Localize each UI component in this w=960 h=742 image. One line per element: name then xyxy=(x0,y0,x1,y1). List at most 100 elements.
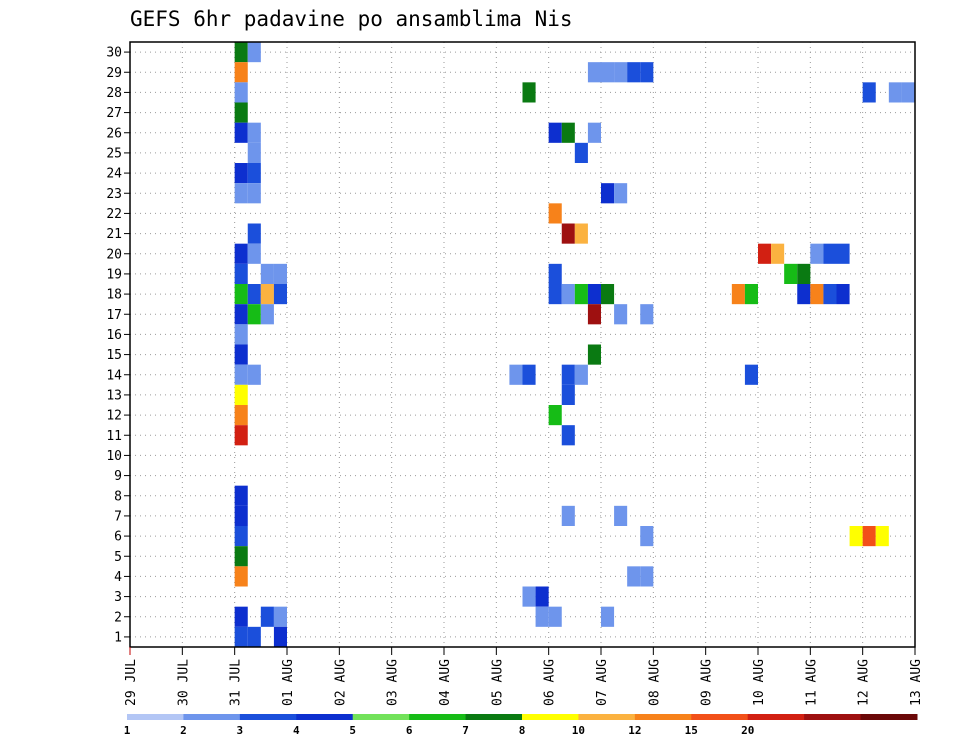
precip-cell xyxy=(640,566,654,587)
y-tick-label: 17 xyxy=(106,308,122,323)
colorbar-swatch xyxy=(352,714,410,720)
precip-cell xyxy=(587,344,601,365)
colorbar-label: 2 xyxy=(180,724,187,737)
precip-cell xyxy=(797,263,811,284)
colorbar-label: 8 xyxy=(519,724,526,737)
precip-cell xyxy=(247,304,261,325)
precip-cell xyxy=(247,163,261,184)
colorbar-swatch xyxy=(127,714,184,720)
x-tick-label: 03 AUG xyxy=(386,659,401,706)
precip-cell xyxy=(548,122,562,143)
precip-cell xyxy=(601,606,615,627)
colorbar-swatch xyxy=(409,714,467,720)
colorbar-label: 10 xyxy=(572,724,585,737)
precip-cell xyxy=(247,142,261,163)
precip-cell xyxy=(260,304,274,325)
precip-cell xyxy=(640,62,654,83)
precip-cell xyxy=(234,324,248,345)
precip-cell xyxy=(849,526,863,547)
precip-cell xyxy=(561,384,575,405)
precip-cell xyxy=(561,364,575,385)
precip-cell xyxy=(234,505,248,526)
x-tick-label: 04 AUG xyxy=(438,659,453,706)
precip-cell xyxy=(234,344,248,365)
precip-cell xyxy=(640,304,654,325)
colorbar-swatch xyxy=(804,714,862,720)
precip-cell xyxy=(587,62,601,83)
precip-cell xyxy=(234,546,248,567)
y-tick-label: 11 xyxy=(106,429,122,444)
x-tick-label: 31 JUL xyxy=(229,659,244,706)
x-tick-label: 05 AUG xyxy=(490,659,505,706)
y-tick-label: 1 xyxy=(114,630,122,645)
x-tick-label: 11 AUG xyxy=(804,659,819,706)
precip-cell xyxy=(901,82,915,103)
precip-cell xyxy=(234,526,248,547)
precip-cell xyxy=(273,626,287,647)
y-tick-label: 10 xyxy=(106,449,122,464)
precip-cell xyxy=(548,284,562,305)
precip-cell xyxy=(509,364,523,385)
x-tick-label: 09 AUG xyxy=(700,659,715,706)
y-tick-label: 7 xyxy=(114,509,122,524)
precip-cell xyxy=(601,284,615,305)
colorbar-swatch xyxy=(747,714,805,720)
precip-cell xyxy=(731,284,745,305)
y-tick-label: 18 xyxy=(106,288,122,303)
colorbar-label: 3 xyxy=(237,724,244,737)
precip-cell xyxy=(548,203,562,224)
precip-cell xyxy=(273,284,287,305)
x-tick-label: 02 AUG xyxy=(333,659,348,706)
precip-cell xyxy=(587,304,601,325)
y-tick-label: 4 xyxy=(114,570,122,585)
precip-cell xyxy=(234,62,248,83)
precip-cell xyxy=(260,263,274,284)
y-tick-label: 19 xyxy=(106,267,122,282)
x-tick-label: 13 AUG xyxy=(909,659,924,706)
precip-cell xyxy=(234,566,248,587)
precip-cell xyxy=(640,526,654,547)
precip-cell xyxy=(234,364,248,385)
chart-title: GEFS 6hr padavine po ansamblima Nis xyxy=(130,7,573,31)
precip-cell xyxy=(548,606,562,627)
precip-cell xyxy=(875,526,889,547)
precip-cell xyxy=(810,284,824,305)
y-tick-label: 2 xyxy=(114,610,122,625)
precip-cell xyxy=(260,606,274,627)
precip-cell xyxy=(574,223,588,244)
data-cells xyxy=(234,42,915,647)
colorbar-swatch xyxy=(296,714,354,720)
y-tick-label: 13 xyxy=(106,388,122,403)
precip-cell xyxy=(234,284,248,305)
x-tick-label: 06 AUG xyxy=(543,659,558,706)
y-tick-label: 23 xyxy=(106,187,122,202)
colorbar-swatch xyxy=(691,714,749,720)
precip-cell xyxy=(587,284,601,305)
colorbar-label: 4 xyxy=(293,724,300,737)
x-tick-label: 08 AUG xyxy=(647,659,662,706)
x-axis: 29 JUL 30 JUL 31 JUL 01 AUG 02 AUG 03 AUG 04 A… xyxy=(124,647,924,706)
y-tick-label: 12 xyxy=(106,409,122,424)
precip-cell xyxy=(601,183,615,204)
precip-cell xyxy=(744,284,758,305)
precip-cell xyxy=(234,42,248,63)
colorbar: 1 2 3 4 5 6 7 8 10 12 15 20 xyxy=(124,714,918,737)
colorbar-label: 5 xyxy=(349,724,356,737)
colorbar-swatch xyxy=(860,714,918,720)
precip-cell xyxy=(548,405,562,426)
precip-cell xyxy=(234,102,248,123)
precip-cell xyxy=(247,626,261,647)
colorbar-swatch xyxy=(522,714,579,720)
colorbar-label: 6 xyxy=(406,724,413,737)
precip-cell xyxy=(561,223,575,244)
precip-cell xyxy=(614,505,628,526)
precip-cell xyxy=(797,284,811,305)
precip-cell xyxy=(273,606,287,627)
precip-cell xyxy=(561,122,575,143)
precip-cell xyxy=(888,82,902,103)
precip-cell xyxy=(234,405,248,426)
precip-cell xyxy=(862,82,876,103)
precip-cell xyxy=(758,243,772,264)
precip-cell xyxy=(522,364,536,385)
